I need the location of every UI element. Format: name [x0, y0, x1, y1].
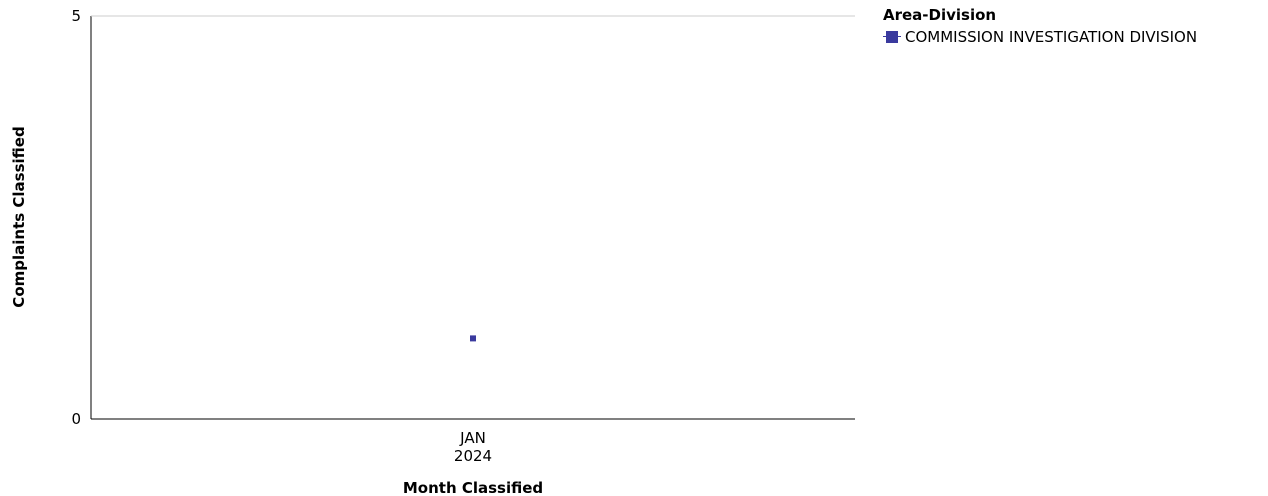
legend-item[interactable]: COMMISSION INVESTIGATION DIVISION — [883, 28, 1197, 46]
legend-item-label: COMMISSION INVESTIGATION DIVISION — [905, 28, 1198, 46]
legend-swatch-icon — [883, 30, 901, 44]
legend-title: Area-Division — [883, 6, 997, 24]
y-tick-label: 0 — [71, 410, 81, 428]
data-point[interactable] — [470, 335, 476, 342]
legend: Area-Division COMMISSION INVESTIGATION D… — [883, 6, 1197, 46]
y-tick-label: 5 — [71, 7, 81, 25]
data-points — [470, 335, 476, 342]
y-axis-title: Complaints Classified — [10, 126, 28, 307]
x-tick-label: 2024 — [454, 447, 492, 465]
y-tick-labels: 05 — [71, 7, 81, 428]
x-axis-title: Month Classified — [403, 479, 543, 496]
x-tick-label: JAN — [459, 429, 486, 447]
